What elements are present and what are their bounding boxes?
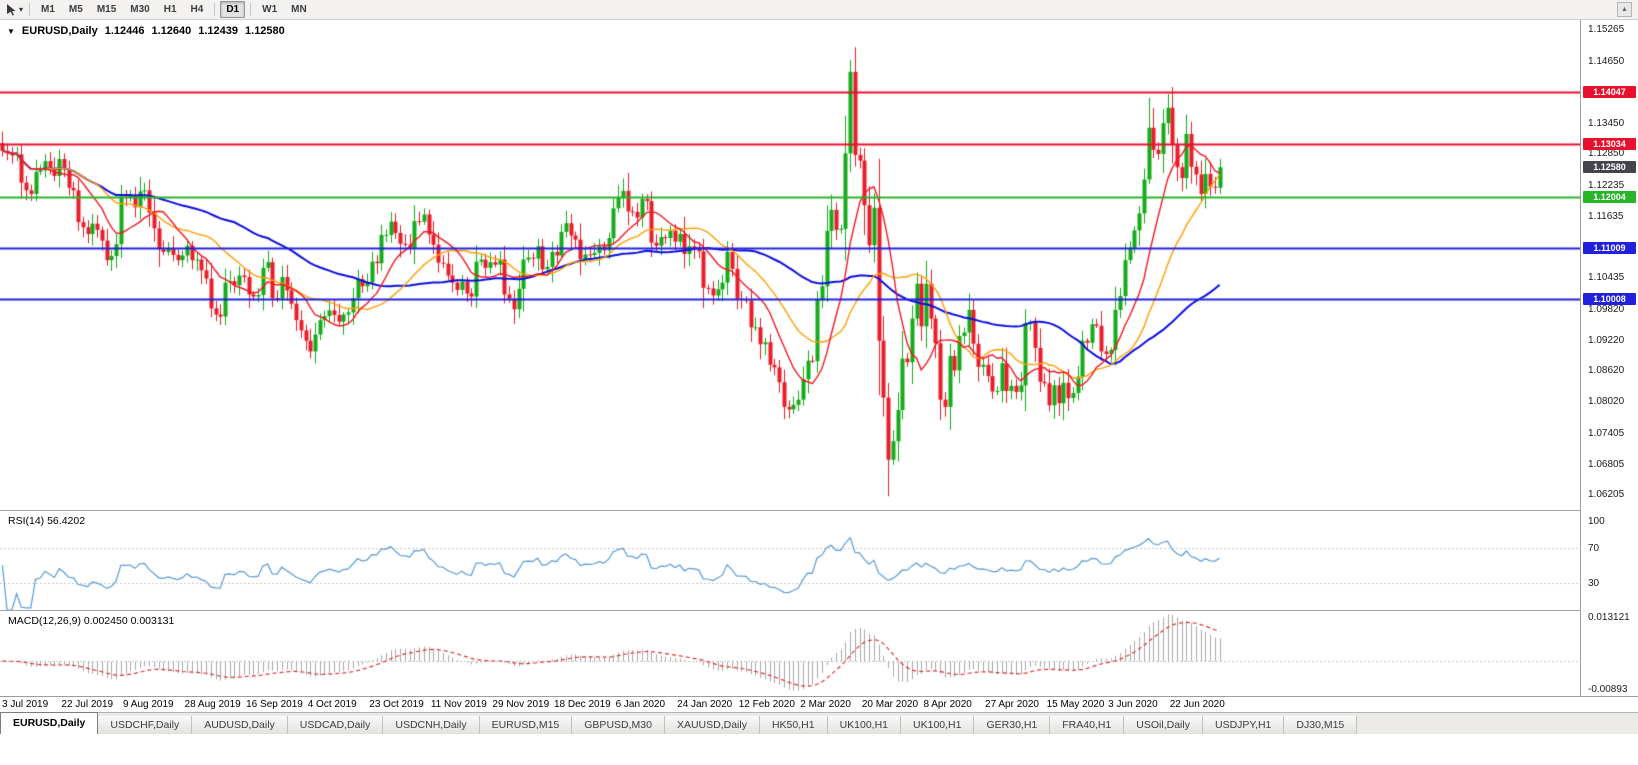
- tab-fra40-h1[interactable]: FRA40,H1: [1050, 716, 1125, 734]
- chart-region: ▼ EURUSD,Daily 1.12446 1.12640 1.12439 1…: [0, 20, 1638, 712]
- price-tick: 1.15265: [1588, 24, 1625, 36]
- date-label: 11 Nov 2019: [430, 699, 487, 710]
- price-tick: 1.06205: [1588, 489, 1625, 501]
- date-label: 12 Feb 2020: [738, 699, 795, 710]
- date-label: 24 Jan 2020: [677, 699, 733, 710]
- ohlc-close-value: 1.12580: [245, 25, 285, 37]
- date-label: 9 Aug 2019: [122, 699, 174, 710]
- ohlc-high-value: 1.12640: [151, 25, 192, 37]
- price-tick: 1.07405: [1588, 427, 1625, 439]
- price-marker-resistance-line: 1.13034: [1583, 137, 1636, 150]
- price-tick: 1.13450: [1588, 117, 1625, 129]
- tab-usdchf-daily[interactable]: USDCHF,Daily: [98, 716, 193, 734]
- price-marker-support-line: 1.12004: [1583, 190, 1636, 203]
- tab-usdcad-daily[interactable]: USDCAD,Daily: [287, 716, 384, 734]
- price-marker-current-price: 1.12580: [1583, 161, 1636, 174]
- panel-separator[interactable]: [0, 610, 1638, 611]
- date-label: 28 Aug 2019: [184, 699, 241, 710]
- price-marker-support-line: 1.10008: [1583, 293, 1636, 306]
- timeframe-button-d1[interactable]: D1: [220, 1, 246, 18]
- price-tick: 1.11635: [1588, 210, 1624, 222]
- rsi-level-label: 70: [1588, 542, 1600, 554]
- panel-separator[interactable]: [0, 510, 1638, 511]
- price-tick: 1.10435: [1588, 272, 1625, 284]
- timeframe-button-h4[interactable]: H4: [190, 4, 204, 15]
- macd-panel-canvas[interactable]: [0, 610, 1580, 696]
- tab-xauusd-daily[interactable]: XAUUSD,Daily: [664, 716, 760, 734]
- toolbar-separator: [29, 3, 31, 16]
- tool-dropdown-icon[interactable]: ▾: [19, 5, 24, 14]
- tab-audusd-daily[interactable]: AUDUSD,Daily: [192, 716, 288, 734]
- toolbar-separator: [214, 3, 216, 16]
- rsi-level-label: 30: [1588, 578, 1600, 590]
- date-label: 2 Mar 2020: [800, 699, 851, 710]
- timeframe-button-m1[interactable]: M1: [41, 4, 55, 15]
- date-label: 23 Oct 2019: [369, 699, 424, 710]
- price-tick: 1.08020: [1588, 396, 1625, 408]
- price-tick: 1.12850: [1588, 148, 1625, 160]
- timeframe-toolbar: M1 M5 M15 M30 H1 H4 D1 W1 MN: [34, 1, 314, 18]
- price-tick: 1.09220: [1588, 334, 1625, 346]
- date-label: 3 Jul 2019: [2, 699, 49, 710]
- date-label: 29 Nov 2019: [492, 699, 550, 710]
- price-tick: 1.14650: [1588, 56, 1625, 68]
- price-marker-resistance-line: 1.14047: [1583, 85, 1636, 98]
- timeframe-button-mn[interactable]: MN: [291, 4, 307, 15]
- chart-tabs: EURUSD,Daily USDCHF,Daily AUDUSD,Daily USDC…: [0, 712, 1638, 734]
- top-toolbar: ▾ M1 M5 M15 M30 H1 H4 D1 W1 MN ▲: [0, 0, 1638, 20]
- date-label: 18 Dec 2019: [554, 699, 611, 710]
- macd-indicator-label: MACD(12,26,9) 0.002450 0.003131: [8, 615, 175, 627]
- price-tick: 1.06805: [1588, 458, 1625, 470]
- tab-ger30-h1[interactable]: GER30,H1: [974, 716, 1051, 734]
- price-tick: 1.12235: [1588, 179, 1625, 191]
- price-axis[interactable]: 1.15265 1.14650 1.13450 1.12850 1.12235 1.116…: [1580, 20, 1638, 696]
- toolbar-separator: [250, 3, 252, 16]
- macd-scale-min: -0.00893: [1588, 684, 1628, 695]
- pointer-tool-icon[interactable]: [3, 2, 19, 18]
- chart-symbol-label: EURUSD,Daily: [21, 25, 98, 37]
- tab-usdcnh-daily[interactable]: USDCNH,Daily: [383, 716, 480, 734]
- date-label: 6 Jan 2020: [615, 699, 666, 710]
- date-label: 4 Oct 2019: [307, 699, 357, 710]
- tab-usdjpy-h1[interactable]: USDJPY,H1: [1202, 716, 1285, 734]
- date-label: 22 Jun 2020: [1169, 699, 1225, 710]
- tab-uk100-h1[interactable]: UK100,H1: [901, 716, 975, 734]
- date-label: 15 May 2020: [1046, 699, 1105, 710]
- tab-dj30-m15[interactable]: DJ30,M15: [1284, 716, 1358, 734]
- timeframe-button-h1[interactable]: H1: [163, 4, 177, 15]
- rsi-indicator-label: RSI(14) 56.4202: [8, 515, 86, 527]
- price-marker-support-line: 1.11009: [1583, 241, 1636, 254]
- date-label: 20 Mar 2020: [861, 699, 919, 710]
- date-label: 8 Apr 2020: [923, 699, 972, 710]
- macd-scale-max: 0.013121: [1588, 612, 1630, 623]
- scroll-up-button[interactable]: ▲: [1617, 2, 1632, 17]
- timeframe-button-m15[interactable]: M15: [96, 4, 117, 15]
- timeframe-button-m30[interactable]: M30: [130, 4, 150, 15]
- rsi-level-label: 100: [1588, 515, 1605, 527]
- date-label: 27 Apr 2020: [985, 699, 1039, 710]
- chart-header: ▼ EURUSD,Daily 1.12446 1.12640 1.12439 1…: [7, 25, 285, 37]
- timeframe-button-m5[interactable]: M5: [68, 4, 83, 15]
- ohlc-open-value: 1.12446: [104, 25, 145, 37]
- tab-eurusd-m15[interactable]: EURUSD,M15: [479, 716, 573, 734]
- price-chart-canvas[interactable]: [0, 20, 1580, 510]
- date-label: 16 Sep 2019: [246, 699, 303, 710]
- tab-hk50-h1[interactable]: HK50,H1: [759, 716, 828, 734]
- date-axis[interactable]: 3 Jul 2019 22 Jul 2019 9 Aug 2019 28 Aug 20…: [0, 696, 1638, 712]
- date-label: 22 Jul 2019: [61, 699, 114, 710]
- price-tick: 1.09820: [1588, 303, 1625, 315]
- date-label: 3 Jun 2020: [1108, 699, 1158, 710]
- ohlc-low-value: 1.12439: [198, 25, 239, 37]
- tab-uk100-h1[interactable]: UK100,H1: [827, 716, 902, 734]
- price-tick: 1.08620: [1588, 365, 1625, 377]
- tab-gbpusd-m30[interactable]: GBPUSD,M30: [572, 716, 665, 734]
- timeframe-button-w1[interactable]: W1: [262, 4, 278, 15]
- tab-eurusd-daily[interactable]: EURUSD,Daily: [0, 712, 99, 734]
- tab-usoil-daily[interactable]: USOil,Daily: [1124, 716, 1203, 734]
- rsi-panel-canvas[interactable]: [0, 510, 1580, 610]
- chart-menu-icon[interactable]: ▼: [7, 26, 15, 36]
